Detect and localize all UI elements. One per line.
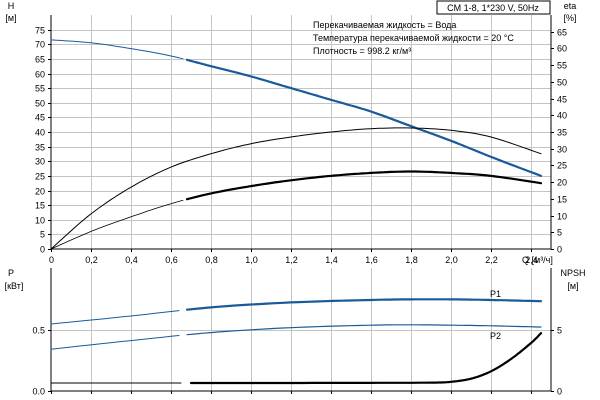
x-tick-label: 1,2 <box>285 255 298 265</box>
right-tick-label: 0 <box>557 387 562 397</box>
chart-title: CM 1-8, 1*230 V, 50Hz <box>447 3 539 13</box>
x-tick-label: 0,4 <box>125 255 138 265</box>
right-tick-label: 45 <box>557 95 567 105</box>
left-tick-label: 20 <box>35 187 45 197</box>
top-series-0-curve-extended <box>50 39 184 60</box>
right-tick-label: 55 <box>557 61 567 71</box>
x-tick-label: 1,0 <box>245 255 258 265</box>
top-right-axis-label-line1: eta <box>564 1 577 11</box>
left-tick-label: 0.0 <box>32 387 45 397</box>
right-tick-label: 0 <box>557 245 562 255</box>
x-tick-label: 1,8 <box>405 255 418 265</box>
bottom-series-0-curve <box>185 298 543 311</box>
left-tick-label: 10 <box>35 216 45 226</box>
right-tick-label: 5 <box>557 228 562 238</box>
left-tick-label: 0.5 <box>32 326 45 336</box>
bottom-left-ticks: 0.0 0.5 <box>32 326 51 397</box>
note-density: Плотность = 998.2 кг/м³ <box>313 46 411 56</box>
x-tick-label: 0,2 <box>85 255 98 265</box>
bottom-chart-curves <box>50 298 543 385</box>
x-tick-label: 0 <box>49 255 54 265</box>
top-left-axis-label-line2: [м] <box>5 13 16 23</box>
top-series-0-curve <box>185 58 543 177</box>
left-tick-label: 70 <box>35 40 45 50</box>
x-tick-label: 2,4 <box>525 255 538 265</box>
right-tick-label: 50 <box>557 78 567 88</box>
left-tick-label: 65 <box>35 55 45 65</box>
top-right-axis-label-line2: [%] <box>563 13 576 23</box>
x-tick-label: 0,8 <box>205 255 218 265</box>
bottom-right-axis-label-line2: [м] <box>567 281 578 291</box>
bottom-series-0-curve-extended <box>50 310 180 325</box>
series-label-p1: P1 <box>490 289 501 299</box>
left-tick-label: 40 <box>35 128 45 138</box>
left-tick-label: 50 <box>35 99 45 109</box>
bottom-series-1-curve <box>186 324 542 336</box>
title-box <box>436 0 551 15</box>
x-tick-label: 2,2 <box>485 255 498 265</box>
left-tick-label: 55 <box>35 84 45 94</box>
bottom-series-1-curve-extended <box>50 335 180 350</box>
right-tick-label: 40 <box>557 111 567 121</box>
right-tick-label: 60 <box>557 44 567 54</box>
top-x-axis-label: Q [м³/ч] <box>522 255 553 265</box>
note-liquid: Перекачиваемая жидкость = Вода <box>313 20 456 30</box>
top-x-ticks: 0 0,2 0,4 0,6 0,8 1,0 1,2 1,4 1,6 1,8 2,0 2,2 2,4 <box>49 249 538 265</box>
top-series-2-curve-extended <box>50 199 184 250</box>
left-tick-label: 15 <box>35 201 45 211</box>
top-series-1-curve <box>50 127 542 250</box>
left-tick-label: 75 <box>35 26 45 36</box>
bottom-x-ticks <box>51 391 532 394</box>
right-tick-label: 35 <box>557 128 567 138</box>
top-series-2-curve <box>185 170 543 201</box>
top-right-ticks: 0 5 10 15 20 25 30 35 40 45 50 55 60 65 <box>551 28 567 255</box>
right-tick-label: 5 <box>557 326 562 336</box>
x-tick-label: 2,0 <box>445 255 458 265</box>
left-tick-label: 25 <box>35 172 45 182</box>
left-tick-label: 60 <box>35 70 45 80</box>
bottom-left-axis-label-line1: P <box>8 268 14 278</box>
x-tick-label: 1,4 <box>325 255 338 265</box>
right-tick-label: 25 <box>557 161 567 171</box>
left-tick-label: 30 <box>35 157 45 167</box>
top-left-ticks: 0 5 10 15 20 25 30 35 40 45 50 55 60 65 70 75 <box>35 26 51 255</box>
x-tick-label: 0,6 <box>165 255 178 265</box>
left-tick-label: 5 <box>40 230 45 240</box>
bottom-left-axis-label-line2: [кВт] <box>5 281 24 291</box>
note-temperature: Температура перекачиваемой жидкости = 20… <box>313 33 514 43</box>
x-tick-label: 1,6 <box>365 255 378 265</box>
left-tick-label: 35 <box>35 143 45 153</box>
left-tick-label: 0 <box>40 245 45 255</box>
bottom-right-axis-label-line1: NPSH <box>560 268 585 278</box>
right-tick-label: 20 <box>557 178 567 188</box>
bottom-right-ticks: 05 <box>551 326 562 397</box>
left-tick-label: 45 <box>35 113 45 123</box>
bottom-series-2-curve <box>189 332 543 385</box>
right-tick-label: 10 <box>557 212 567 222</box>
right-tick-label: 15 <box>557 195 567 205</box>
series-label-p2: P2 <box>490 331 501 341</box>
right-tick-label: 65 <box>557 28 567 38</box>
top-left-axis-label-line1: H <box>8 1 15 11</box>
top-chart-curves <box>50 39 543 250</box>
right-tick-label: 30 <box>557 145 567 155</box>
bottom-chart-grid <box>51 268 551 391</box>
